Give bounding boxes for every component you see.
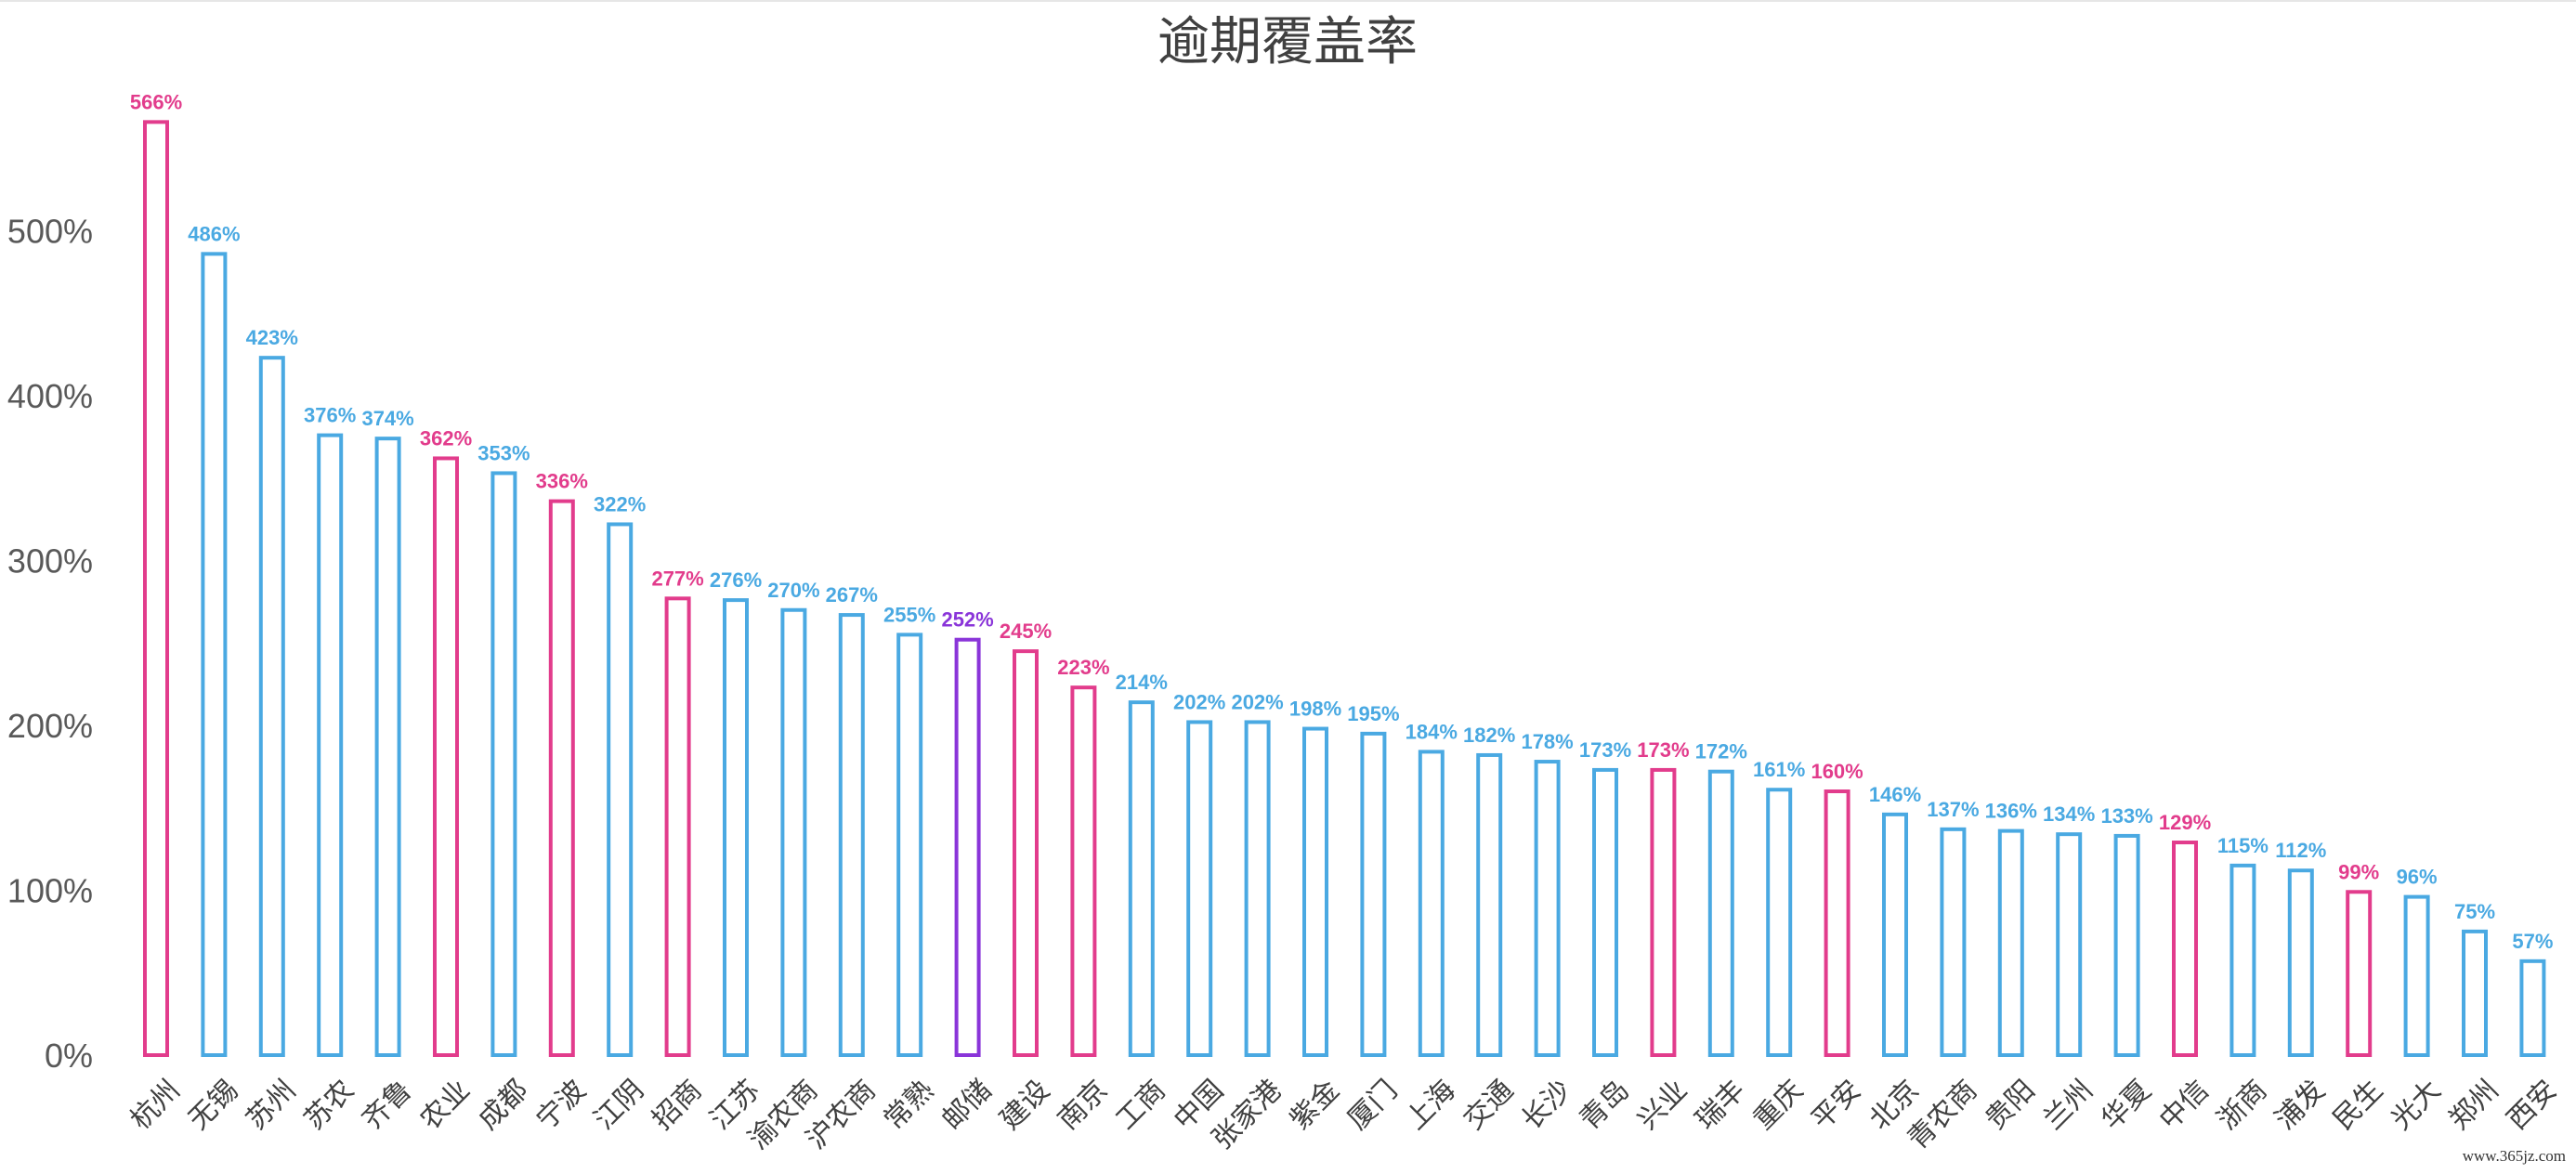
bar-value-label: 376% <box>304 404 356 427</box>
bar <box>2403 894 2430 1057</box>
bar-value-label: 566% <box>130 90 182 113</box>
bar <box>723 598 749 1057</box>
bar <box>1534 760 1561 1057</box>
bar <box>2519 959 2546 1057</box>
bar-value-label: 195% <box>1347 702 1399 725</box>
bar <box>1650 767 1677 1057</box>
bar <box>2346 890 2373 1058</box>
watermark-text: www.365jz.com <box>2463 1147 2566 1165</box>
bar-value-label: 276% <box>710 568 762 592</box>
bar-value-label: 362% <box>420 426 472 450</box>
bar <box>1940 827 1967 1058</box>
bar-value-label: 178% <box>1521 730 1573 753</box>
bar <box>317 433 344 1058</box>
bar-value-label: 486% <box>188 222 240 245</box>
bar <box>780 607 807 1057</box>
bar <box>433 456 459 1057</box>
bar <box>2287 868 2314 1058</box>
y-tick-label: 200% <box>7 707 93 745</box>
bar <box>2113 833 2140 1057</box>
bar-value-label: 353% <box>477 441 530 464</box>
bar-value-label: 136% <box>1985 800 2037 823</box>
bar <box>1997 828 2024 1057</box>
bar-value-label: 172% <box>1695 740 1747 763</box>
bar-value-label: 184% <box>1406 720 1458 743</box>
bar-value-label: 134% <box>2043 802 2095 826</box>
bar-value-label: 173% <box>1579 738 1631 762</box>
bar <box>1070 685 1097 1057</box>
bar <box>1592 767 1618 1057</box>
bar-value-label: 245% <box>1000 620 1052 643</box>
bar <box>2172 841 2198 1058</box>
bar-value-label: 57% <box>2512 930 2553 953</box>
bar <box>143 120 169 1058</box>
bar <box>1476 752 1503 1057</box>
bar <box>1244 720 1271 1057</box>
value-labels-group: 566% 486% 423% 376% 374% 362%353% 336% 322% 277%… <box>130 90 2554 952</box>
bar-value-label: 252% <box>941 608 993 632</box>
bar-value-label: 198% <box>1289 698 1341 721</box>
bar-value-label: 202% <box>1231 690 1283 713</box>
bar <box>1824 789 1850 1057</box>
bar <box>2056 832 2083 1058</box>
bar <box>1128 700 1155 1058</box>
bar <box>1882 812 1908 1057</box>
bar-value-label: 161% <box>1753 758 1805 781</box>
bar-value-label: 115% <box>2217 834 2269 857</box>
y-tick-label: 400% <box>7 377 93 415</box>
bar <box>954 637 981 1057</box>
bar-value-label: 96% <box>2397 866 2438 889</box>
bar-value-label: 160% <box>1811 760 1863 783</box>
bar <box>838 613 865 1057</box>
bar-value-label: 112% <box>2275 839 2326 862</box>
bar-value-label: 99% <box>2338 860 2379 883</box>
y-tick-label: 300% <box>7 542 93 580</box>
bar <box>896 633 923 1057</box>
bar-value-label: 270% <box>767 579 819 602</box>
bar <box>607 522 634 1057</box>
bar <box>1186 720 1213 1057</box>
bar <box>1766 788 1793 1057</box>
bar-value-label: 182% <box>1463 724 1515 747</box>
bars-group <box>143 120 2546 1058</box>
bar-value-label: 202% <box>1173 690 1225 713</box>
bar-value-label: 133% <box>2100 804 2152 828</box>
y-tick-label: 500% <box>7 213 93 251</box>
bar <box>2229 863 2256 1057</box>
bar-value-label: 255% <box>883 603 935 626</box>
bar-value-label: 137% <box>1927 798 1979 821</box>
bar <box>664 596 691 1057</box>
bar-value-label: 374% <box>361 407 413 430</box>
bar <box>1302 726 1328 1057</box>
bar-value-label: 336% <box>536 470 588 493</box>
bar <box>1418 750 1445 1058</box>
bar <box>374 437 401 1057</box>
y-axis: 0% 100% 200% 300% 400% 500% <box>7 213 93 1076</box>
chart-title: 逾期覆盖率 <box>1157 12 1418 72</box>
bar <box>258 356 285 1057</box>
bar-value-label: 423% <box>246 326 298 349</box>
bar-value-label: 214% <box>1116 671 1168 694</box>
bar <box>1013 649 1039 1057</box>
y-tick-label: 0% <box>45 1037 93 1075</box>
bar-value-label: 129% <box>2159 811 2211 834</box>
y-tick-label: 100% <box>7 872 93 910</box>
bar-value-label: 267% <box>826 583 878 607</box>
bar-value-label: 322% <box>594 492 646 515</box>
bar-value-label: 223% <box>1057 656 1109 679</box>
bar <box>490 471 517 1057</box>
bar <box>548 499 575 1057</box>
bar <box>2462 929 2488 1057</box>
bar-value-label: 277% <box>651 567 703 590</box>
bar-value-label: 75% <box>2454 900 2495 923</box>
bar <box>1360 731 1387 1057</box>
bar-value-label: 146% <box>1869 783 1921 806</box>
bar <box>201 252 228 1058</box>
bar-value-label: 173% <box>1637 738 1689 762</box>
bar <box>1707 769 1734 1057</box>
